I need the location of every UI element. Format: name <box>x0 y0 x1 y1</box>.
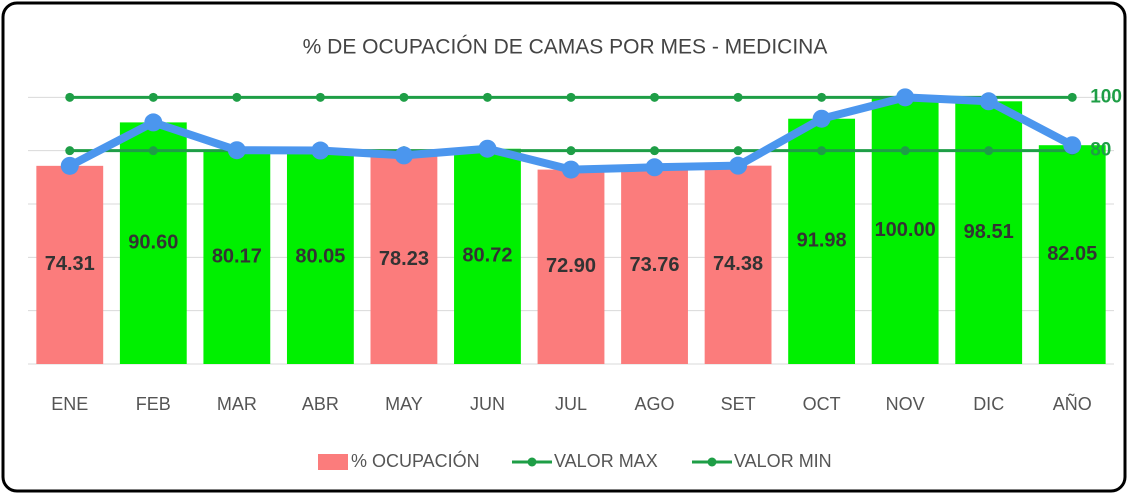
trend-dot <box>1063 136 1082 155</box>
x-tick-label: ABR <box>302 394 339 414</box>
legend-label: VALOR MAX <box>554 451 658 471</box>
x-tick-label: MAY <box>385 394 423 414</box>
data-label: 100.00 <box>875 219 936 241</box>
threshold-dot <box>482 92 492 102</box>
x-tick-label: AÑO <box>1053 393 1092 414</box>
threshold-dot <box>148 146 158 156</box>
bar <box>454 148 521 364</box>
bar <box>955 101 1023 364</box>
threshold-dot <box>984 146 994 156</box>
data-label: 82.05 <box>1047 243 1097 265</box>
data-label: 80.05 <box>295 246 345 268</box>
x-tick-label: MAR <box>217 394 257 414</box>
threshold-dot <box>817 92 827 102</box>
threshold-dot <box>566 92 576 102</box>
legend-dot <box>707 457 717 467</box>
legend-swatch <box>318 454 348 470</box>
threshold-dot <box>65 92 75 102</box>
threshold-dot <box>650 146 660 156</box>
bar <box>1038 145 1106 364</box>
trend-dot <box>227 141 246 160</box>
threshold-dot <box>148 92 158 102</box>
trend-dot <box>311 141 330 160</box>
x-tick-label: FEB <box>136 394 171 414</box>
x-tick-label: OCT <box>803 394 841 414</box>
data-label: 98.51 <box>964 221 1014 243</box>
bar <box>119 122 187 365</box>
data-label: 90.60 <box>128 231 178 253</box>
threshold-dot <box>399 92 409 102</box>
trend-dot <box>478 139 497 158</box>
x-tick-label: DIC <box>973 394 1004 414</box>
x-tick-label: ENE <box>51 394 88 414</box>
trend-dot <box>729 156 748 175</box>
threshold-dot <box>232 92 242 102</box>
legend-dot <box>527 457 537 467</box>
trend-dot <box>645 158 664 177</box>
legend-label: % OCUPACIÓN <box>351 450 480 471</box>
threshold-dot <box>733 146 743 156</box>
bar <box>370 155 438 364</box>
threshold-dot <box>566 146 576 156</box>
bar <box>704 165 772 364</box>
threshold-dot <box>1067 92 1077 102</box>
legend-label: VALOR MIN <box>734 451 832 471</box>
data-label: 74.31 <box>45 253 95 275</box>
trend-dot <box>394 146 413 165</box>
threshold-dot <box>733 92 743 102</box>
end-label: 80 <box>1090 140 1111 161</box>
data-label: 80.72 <box>462 245 512 267</box>
x-tick-label: JUL <box>555 394 587 414</box>
bar <box>871 97 939 364</box>
data-label: 80.17 <box>212 245 262 267</box>
trend-dot <box>60 156 79 175</box>
chart-title: % DE OCUPACIÓN DE CAMAS POR MES - MEDICI… <box>303 36 828 59</box>
bar <box>203 150 271 364</box>
threshold-dot <box>65 146 75 156</box>
bar <box>36 165 104 364</box>
end-label: 100 <box>1090 86 1122 107</box>
x-tick-label: JUN <box>470 394 505 414</box>
x-tick-label: AGO <box>635 394 675 414</box>
x-tick-label: NOV <box>886 394 925 414</box>
bar <box>788 118 856 364</box>
trend-dot <box>812 109 831 128</box>
data-label: 72.90 <box>546 255 596 277</box>
data-label: 74.38 <box>713 253 763 275</box>
threshold-dot <box>900 146 910 156</box>
bar <box>537 169 605 364</box>
threshold-dot <box>817 146 827 156</box>
bar <box>286 150 354 364</box>
threshold-dot <box>650 92 660 102</box>
trend-dot <box>144 113 163 132</box>
x-tick-label: SET <box>721 394 756 414</box>
data-label: 73.76 <box>630 254 680 276</box>
trend-dot <box>979 92 998 111</box>
bar <box>621 167 688 364</box>
data-label: 78.23 <box>379 248 429 270</box>
trend-dot <box>896 88 915 107</box>
threshold-dot <box>315 92 325 102</box>
data-label: 91.98 <box>797 230 847 252</box>
trend-dot <box>562 160 580 179</box>
